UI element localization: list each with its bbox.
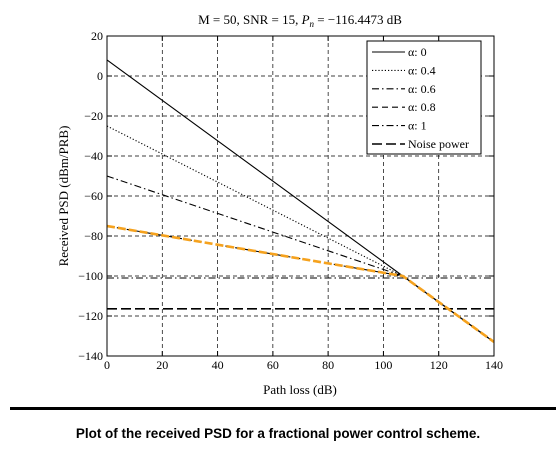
legend-label-0: α: 0 — [408, 45, 427, 59]
x-tick-label: 40 — [212, 358, 224, 372]
series-line-3 — [107, 225, 494, 343]
x-axis-label: Path loss (dB) — [263, 382, 337, 397]
y-tick-label: −20 — [84, 109, 103, 123]
chart-title: M = 50, SNR = 15, Pn = −116.4473 dB — [198, 12, 402, 29]
y-tick-label: −40 — [84, 149, 103, 163]
x-tick-label: 60 — [267, 358, 279, 372]
title-text-2: = −116.4473 dB — [314, 12, 402, 27]
x-tick-label: 140 — [485, 358, 503, 372]
legend-label-5: Noise power — [408, 137, 469, 151]
series-line-1 — [107, 125, 494, 343]
legend-label-1: α: 0.4 — [408, 63, 436, 77]
highlight-line — [107, 224, 494, 344]
caption-divider — [10, 407, 556, 410]
y-tick-label: −140 — [78, 349, 103, 363]
title-text-1: M = 50, SNR = 15, — [198, 12, 302, 27]
figure-caption: Plot of the received PSD for a fractiona… — [75, 426, 481, 441]
title-subscript: n — [310, 19, 315, 29]
legend-box — [366, 40, 482, 155]
legend-label-4: α: 1 — [408, 119, 427, 133]
y-tick-label: 0 — [97, 69, 103, 83]
x-tick-label: 100 — [374, 358, 392, 372]
y-tick-label: −60 — [84, 189, 103, 203]
y-axis-label: Received PSD (dBm/PRB) — [56, 126, 71, 267]
y-tick-label: −100 — [78, 269, 103, 283]
axis-ticks: 0 20 40 60 80 100 120 140 20 0 −20 −40 −60 −80 −100 −12… — [78, 29, 503, 372]
x-tick-label: 20 — [156, 358, 168, 372]
legend: α: 0 α: 0.4 α: 0.6 α: 0.8 α: 1 Noise power — [366, 40, 482, 155]
y-tick-label: −120 — [78, 309, 103, 323]
title-symbol: P — [301, 12, 310, 27]
legend-label-3: α: 0.8 — [408, 100, 436, 114]
x-tick-label: 80 — [322, 358, 334, 372]
x-tick-label: 120 — [430, 358, 448, 372]
y-tick-label: 20 — [91, 29, 103, 43]
y-tick-label: −80 — [84, 229, 103, 243]
x-tick-label: 0 — [104, 358, 110, 372]
legend-label-2: α: 0.6 — [408, 82, 436, 96]
series-lines — [107, 59, 494, 344]
